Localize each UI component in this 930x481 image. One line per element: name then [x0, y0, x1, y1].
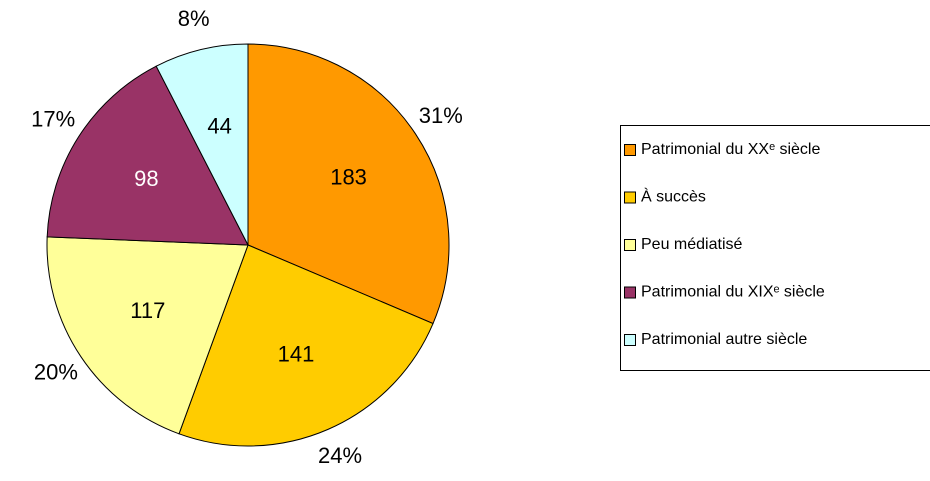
- legend-label: À succès: [641, 187, 706, 206]
- legend-swatch: [624, 286, 636, 299]
- legend-box: [620, 125, 930, 371]
- pie-slice: [46, 236, 249, 435]
- pie-slice: [46, 65, 249, 246]
- pie-slice: [178, 244, 434, 447]
- percentage-label: 31%: [419, 103, 463, 128]
- pie-slice: [247, 43, 450, 325]
- legend-swatch: [624, 334, 636, 346]
- percentage-label: 20%: [34, 359, 78, 384]
- legend-label: Patrimonial du XXᵉ siècle: [641, 141, 820, 158]
- percentage-label: 8%: [178, 6, 210, 31]
- percentage-label: 17%: [31, 106, 75, 131]
- legend-swatch: [624, 144, 636, 156]
- percentage-label: 24%: [318, 443, 362, 468]
- value-label: 98: [134, 166, 158, 191]
- legend-swatch: [624, 239, 636, 251]
- legend-label: Patrimonial du XIXᵉ siècle: [641, 284, 825, 301]
- value-label: 183: [330, 164, 367, 189]
- legend-swatch: [624, 191, 636, 204]
- legend-label: Peu médiatisé: [641, 236, 742, 253]
- value-label: 44: [207, 114, 231, 139]
- value-label: 141: [278, 341, 315, 366]
- pie-slice: [155, 43, 249, 246]
- legend-label: Patrimonial autre siècle: [641, 331, 807, 348]
- value-label: 117: [130, 298, 165, 323]
